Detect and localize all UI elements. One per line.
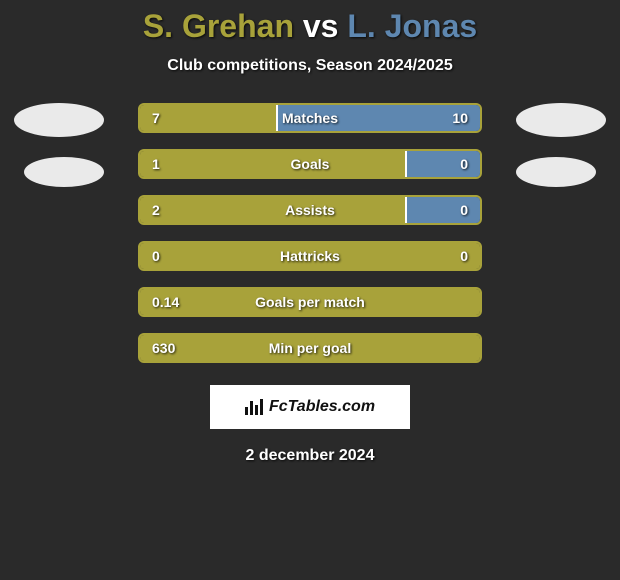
avatar-right-1 <box>516 103 606 137</box>
badge-text: FcTables.com <box>269 398 375 416</box>
stat-row: 00Hattricks <box>138 241 482 271</box>
stat-label: Min per goal <box>140 335 480 361</box>
stat-label: Hattricks <box>140 243 480 269</box>
bars-icon <box>245 399 263 415</box>
stat-row: 0.14Goals per match <box>138 287 482 317</box>
stat-row: 630Min per goal <box>138 333 482 363</box>
title-player2: L. Jonas <box>347 8 477 44</box>
subtitle: Club competitions, Season 2024/2025 <box>167 57 452 75</box>
stat-label: Assists <box>140 197 480 223</box>
stat-row: 710Matches <box>138 103 482 133</box>
title-player1: S. Grehan <box>143 8 294 44</box>
stats-container: 710Matches 10Goals 20Assists 00Hattricks 0.1… <box>0 103 620 363</box>
stat-row: 10Goals <box>138 149 482 179</box>
stat-row: 20Assists <box>138 195 482 225</box>
avatar-right-2 <box>516 157 596 187</box>
avatar-left-1 <box>14 103 104 137</box>
comparison-card: S. Grehan vs L. Jonas Club competitions,… <box>0 0 620 580</box>
stat-label: Goals per match <box>140 289 480 315</box>
title-vs: vs <box>303 8 339 44</box>
page-title: S. Grehan vs L. Jonas <box>143 8 477 45</box>
avatar-left-2 <box>24 157 104 187</box>
stat-label: Matches <box>140 105 480 131</box>
source-badge: FcTables.com <box>210 385 410 429</box>
stat-label: Goals <box>140 151 480 177</box>
date-label: 2 december 2024 <box>246 447 375 465</box>
